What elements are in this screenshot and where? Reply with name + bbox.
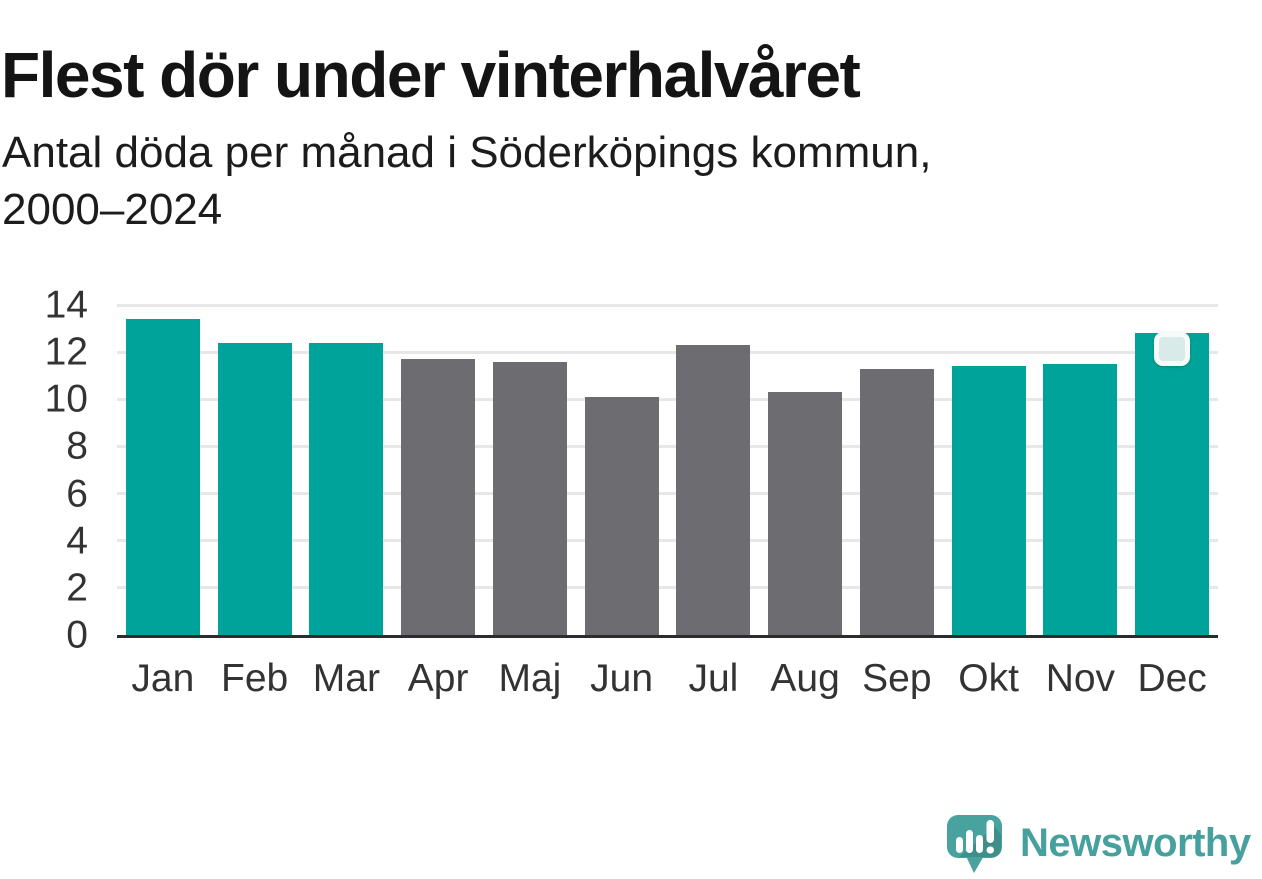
bar-slot-aug bbox=[759, 305, 851, 635]
y-tick-label-8: 8 bbox=[66, 424, 88, 468]
bar-okt bbox=[951, 366, 1026, 635]
bar-feb bbox=[217, 342, 292, 635]
gridline-6 bbox=[117, 492, 1218, 496]
bar-nov bbox=[1043, 363, 1118, 635]
x-tick-label-sep: Sep bbox=[862, 657, 932, 700]
bar-slot-jun bbox=[576, 305, 668, 635]
bar-jun bbox=[584, 396, 659, 635]
bar-slot-mar bbox=[301, 305, 393, 635]
x-tick-label-maj: Maj bbox=[498, 657, 562, 700]
y-axis-labels: 0 2 4 6 8 10 12 14 bbox=[0, 286, 88, 655]
x-tick-label-jan: Jan bbox=[131, 657, 195, 700]
x-tick-label-okt: Okt bbox=[958, 657, 1019, 700]
newsworthy-logo: Newsworthy bbox=[946, 814, 1251, 874]
icon-bar-3 bbox=[976, 835, 983, 853]
bar-slot-okt bbox=[943, 305, 1035, 635]
bar-apr bbox=[401, 359, 476, 635]
icon-exclamation-dot bbox=[986, 846, 994, 854]
bar-maj bbox=[492, 361, 567, 635]
x-tick-label-jun: Jun bbox=[590, 657, 654, 700]
bars-layer bbox=[117, 305, 1218, 635]
newsworthy-chart-bubble-icon bbox=[947, 815, 1002, 873]
gridline-14 bbox=[117, 303, 1218, 307]
subtitle-line-2: 2000–2024 bbox=[2, 185, 223, 234]
x-tick-label-nov: Nov bbox=[1045, 657, 1116, 700]
plot-area bbox=[117, 303, 1218, 638]
bar-slot-sep bbox=[851, 305, 943, 635]
y-tick-label-0: 0 bbox=[66, 613, 88, 657]
gridline-12 bbox=[117, 350, 1218, 354]
newsworthy-wordmark: Newsworthy bbox=[1020, 821, 1251, 865]
subtitle-line-1: Antal döda per månad i Söderköpings komm… bbox=[2, 128, 932, 177]
page-title: Flest dör under vinterhalvåret bbox=[1, 38, 861, 111]
bar-slot-nov bbox=[1035, 305, 1127, 635]
bar-jul bbox=[676, 345, 751, 635]
bar-slot-maj bbox=[484, 305, 576, 635]
bar-slot-jan bbox=[117, 305, 209, 635]
bar-mar bbox=[309, 342, 384, 635]
bar-aug bbox=[768, 392, 843, 635]
icon-exclamation-stem bbox=[986, 820, 994, 843]
y-tick-label-12: 12 bbox=[44, 330, 88, 374]
y-tick-label-2: 2 bbox=[66, 566, 88, 610]
bar-slot-jul bbox=[668, 305, 760, 635]
bar-dec bbox=[1135, 333, 1210, 635]
x-tick-label-apr: Apr bbox=[407, 657, 469, 700]
bar-slot-feb bbox=[209, 305, 301, 635]
x-tick-label-jul: Jul bbox=[688, 657, 739, 700]
gridline-2 bbox=[117, 586, 1218, 590]
y-tick-label-6: 6 bbox=[66, 472, 88, 516]
x-tick-label-dec: Dec bbox=[1137, 657, 1207, 700]
gridline-8 bbox=[117, 444, 1218, 448]
bar-slot-apr bbox=[392, 305, 484, 635]
x-tick-label-aug: Aug bbox=[770, 657, 840, 700]
gridline-10 bbox=[117, 397, 1218, 401]
bar-slot-dec bbox=[1126, 305, 1218, 635]
y-tick-label-4: 4 bbox=[66, 519, 88, 563]
y-tick-label-14: 14 bbox=[44, 283, 88, 327]
chart-subtitle: Antal döda per månad i Söderköpings komm… bbox=[2, 124, 931, 238]
gridline-4 bbox=[117, 539, 1218, 543]
bar-jan bbox=[125, 319, 200, 635]
bubble-tail bbox=[965, 854, 985, 873]
gridlines-layer bbox=[117, 303, 1218, 635]
icon-bar-1 bbox=[956, 837, 963, 853]
x-tick-label-feb: Feb bbox=[221, 657, 289, 700]
x-tick-label-mar: Mar bbox=[312, 657, 380, 700]
highlight-marker-dec bbox=[1154, 332, 1191, 367]
x-axis-labels: Jan Feb Mar Apr Maj Jun Jul Aug Sep Okt Nov Dec bbox=[117, 657, 1218, 701]
y-tick-label-10: 10 bbox=[44, 377, 88, 421]
icon-bar-2 bbox=[966, 830, 973, 853]
bar-sep bbox=[859, 368, 934, 635]
